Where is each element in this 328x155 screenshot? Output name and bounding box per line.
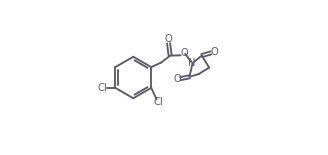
Text: O: O bbox=[211, 47, 218, 57]
Text: N: N bbox=[188, 58, 195, 68]
Text: O: O bbox=[173, 74, 181, 84]
Text: Cl: Cl bbox=[154, 97, 163, 107]
Text: Cl: Cl bbox=[98, 83, 108, 93]
Text: O: O bbox=[165, 34, 173, 44]
Text: O: O bbox=[180, 48, 188, 58]
